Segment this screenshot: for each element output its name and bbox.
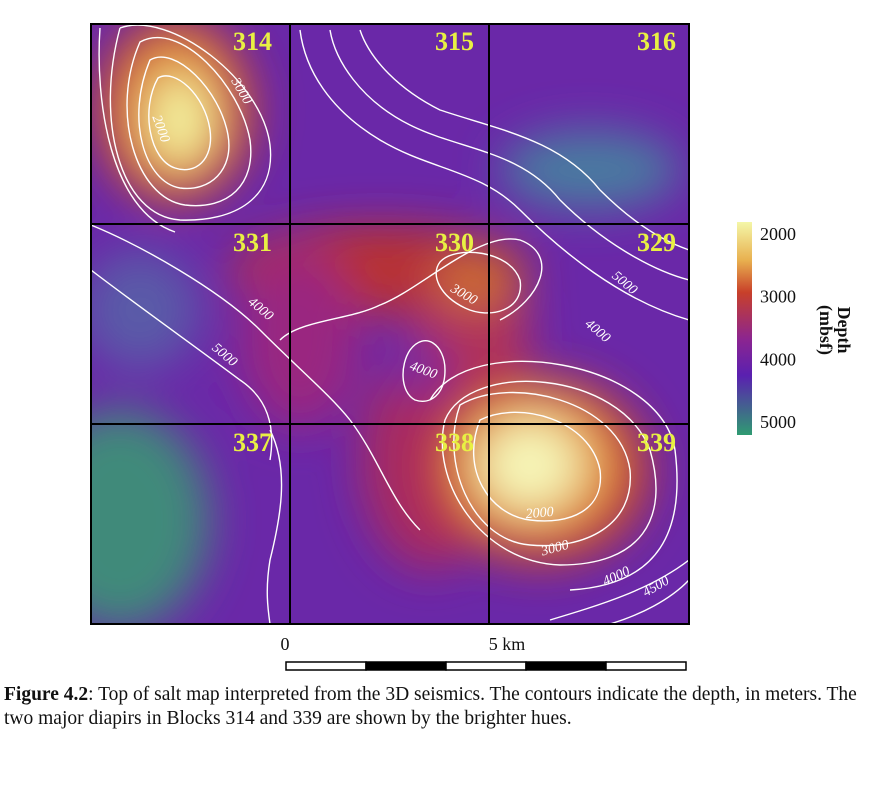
contour-4000-314: [98, 27, 176, 233]
colorbar-tick-label: 2000: [760, 224, 796, 244]
colorbar-tick-label: 5000: [760, 412, 796, 432]
block-labels: 314 315 316 331 330 329 337 338 339: [233, 27, 676, 457]
caption-label: Figure 4.2: [4, 684, 89, 705]
scale-label-end: 5 km: [489, 634, 526, 654]
block-label-338: 338: [435, 428, 474, 457]
colorbar: [737, 222, 752, 435]
colorbar-legend: 2000 3000 4000 5000 Depth (mbsf): [737, 222, 854, 435]
scale-segment: [525, 661, 607, 671]
scale-segment: [445, 661, 527, 671]
block-label-330: 330: [435, 228, 474, 257]
caption-text: : Top of salt map interpreted from the 3…: [4, 684, 857, 729]
contour-4000-339: [549, 559, 689, 621]
figure-caption: Figure 4.2: Top of salt map interpreted …: [4, 683, 888, 731]
colorbar-unit: (mbsf): [815, 305, 836, 355]
contour-label: 2000: [525, 505, 554, 522]
contour-lines: [91, 24, 689, 624]
contour-3000-314: [126, 36, 252, 207]
block-label-329: 329: [637, 228, 676, 257]
contour-3500-314: [109, 24, 272, 221]
contour-label: 3000: [539, 538, 571, 560]
block-label-316: 316: [637, 27, 676, 56]
contour-2000-314: [148, 75, 212, 171]
contour-4500-339: [609, 579, 689, 624]
colorbar-title: Depth: [834, 306, 854, 353]
scale-bar: 0 5 km: [281, 634, 687, 671]
block-label-337: 337: [233, 428, 272, 457]
salt-depth-map-figure: 314 315 316 331 330 329 337 338 339 2000 3000 3000…: [90, 23, 854, 671]
block-grid: [90, 23, 690, 625]
contour-3000-330: [435, 251, 522, 314]
contour-2000-339: [472, 411, 602, 522]
contour-3000-339: [441, 380, 657, 566]
scale-segment: [365, 661, 447, 671]
scale-segment: [605, 661, 687, 671]
depth-heatmap: [91, 24, 689, 624]
scale-segment: [285, 661, 367, 671]
block-label-314: 314: [233, 27, 272, 56]
block-label-315: 315: [435, 27, 474, 56]
contour-2500-314: [138, 56, 230, 190]
colorbar-tick-label: 3000: [760, 287, 796, 307]
scale-label-start: 0: [281, 634, 290, 654]
contour-4000-330: [402, 340, 446, 402]
colorbar-tick-label: 4000: [760, 349, 796, 369]
block-label-339: 339: [637, 428, 676, 457]
block-label-331: 331: [233, 228, 272, 257]
